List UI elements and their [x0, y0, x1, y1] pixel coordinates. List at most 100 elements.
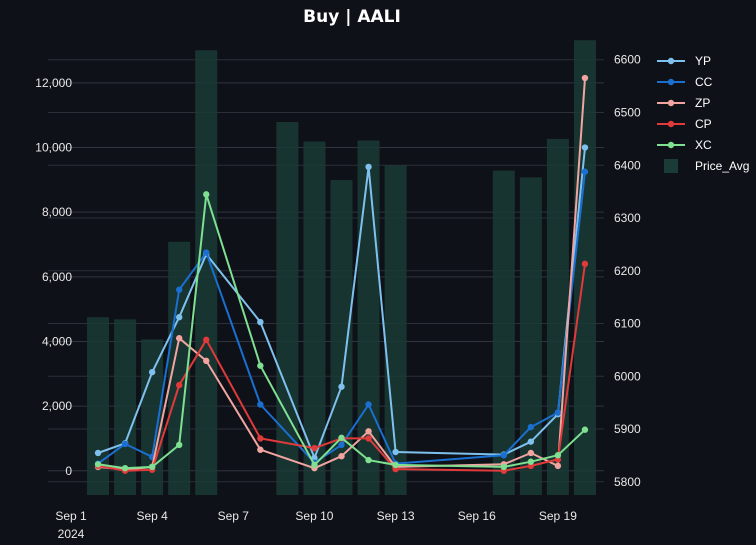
data-point-xc: [122, 465, 128, 471]
data-point-yp: [257, 319, 263, 325]
x-tick-label: Sep 10: [295, 509, 333, 523]
legend-item-cc[interactable]: CC: [657, 75, 713, 89]
data-point-cp: [203, 337, 209, 343]
data-point-cc: [365, 401, 371, 407]
price-avg-bar: [547, 139, 569, 495]
data-point-xc: [338, 435, 344, 441]
y-left-tick-label: 4,000: [42, 334, 72, 348]
legend[interactable]: YP CC ZP CP XC Price_Avg: [657, 54, 749, 173]
data-point-cp: [311, 445, 317, 451]
data-point-cc: [501, 452, 507, 458]
data-point-xc: [95, 461, 101, 467]
legend-item-zp[interactable]: ZP: [657, 96, 710, 110]
data-point-cp: [582, 261, 588, 267]
legend-label: XC: [695, 138, 712, 152]
data-point-xc: [582, 427, 588, 433]
data-point-xc: [176, 442, 182, 448]
data-point-xc: [501, 464, 507, 470]
data-point-yp: [392, 449, 398, 455]
data-point-cc: [176, 287, 182, 293]
data-point-yp: [582, 144, 588, 150]
data-point-cc: [528, 424, 534, 430]
data-point-xc: [365, 457, 371, 463]
x-tick-label: Sep 13: [377, 509, 415, 523]
y-left-tick-label: 8,000: [42, 205, 72, 219]
x-tick-label: Sep 1: [55, 509, 87, 523]
legend-label: CC: [695, 75, 713, 89]
x-tick-label: Sep 16: [458, 509, 496, 523]
y-left-tick-label: 2,000: [42, 399, 72, 413]
y-axis-left: 0 2,000 4,000 6,000 8,000 10,000 12,000: [35, 76, 72, 478]
data-point-xc: [257, 363, 263, 369]
legend-label: Price_Avg: [695, 159, 749, 173]
legend-label: YP: [695, 54, 711, 68]
x-tick-sublabel: 2024: [58, 527, 85, 541]
y-left-tick-label: 6,000: [42, 270, 72, 284]
data-point-xc: [149, 464, 155, 470]
data-point-xc: [555, 452, 561, 458]
y-right-tick-label: 6200: [614, 264, 641, 278]
data-point-yp: [528, 438, 534, 444]
data-point-zp: [582, 75, 588, 81]
data-point-xc: [392, 462, 398, 468]
legend-item-price-avg[interactable]: Price_Avg: [664, 159, 749, 173]
data-point-yp: [95, 450, 101, 456]
data-point-zp: [338, 453, 344, 459]
y-left-tick-label: 0: [65, 464, 72, 478]
legend-item-yp[interactable]: YP: [657, 54, 711, 68]
legend-item-cp[interactable]: CP: [657, 117, 712, 131]
y-right-tick-label: 6100: [614, 317, 641, 331]
x-tick-label: Sep 7: [218, 509, 250, 523]
price-avg-bar: [520, 177, 542, 495]
data-point-yp: [149, 369, 155, 375]
data-point-zp: [555, 463, 561, 469]
data-point-cc: [122, 441, 128, 447]
legend-swatch-marker: [668, 100, 674, 106]
data-point-yp: [338, 384, 344, 390]
data-point-cc: [338, 442, 344, 448]
data-point-cp: [257, 435, 263, 441]
y-axis-right: 5800 5900 6000 6100 6200 6300 6400 6500 6600: [614, 53, 641, 489]
data-point-cc: [555, 409, 561, 415]
x-axis: Sep 1 2024 Sep 4 Sep 7 Sep 10 Sep 13 Sep 16 Sep…: [55, 509, 577, 541]
data-point-zp: [176, 335, 182, 341]
y-right-tick-label: 5800: [614, 475, 641, 489]
x-tick-label: Sep 4: [136, 509, 168, 523]
data-point-zp: [365, 428, 371, 434]
data-point-xc: [528, 459, 534, 465]
y-right-tick-label: 6600: [614, 53, 641, 67]
chart-title: Buy | AALI: [303, 7, 401, 27]
data-point-cp: [365, 435, 371, 441]
y-left-tick-label: 12,000: [35, 76, 72, 90]
price-avg-bar: [276, 122, 298, 495]
data-point-yp: [176, 314, 182, 320]
legend-item-xc[interactable]: XC: [657, 138, 712, 152]
legend-swatch-marker: [668, 79, 674, 85]
bars: [87, 40, 596, 495]
legend-swatch-marker: [668, 58, 674, 64]
price-avg-bar: [303, 142, 325, 495]
y-right-tick-label: 6500: [614, 106, 641, 120]
x-tick-label: Sep 19: [539, 509, 577, 523]
y-right-tick-label: 6300: [614, 211, 641, 225]
data-point-cc: [203, 249, 209, 255]
data-point-xc: [203, 191, 209, 197]
y-right-tick-label: 6400: [614, 158, 641, 172]
data-point-yp: [365, 164, 371, 170]
data-point-zp: [257, 447, 263, 453]
y-left-tick-label: 10,000: [35, 141, 72, 155]
y-right-tick-label: 6000: [614, 369, 641, 383]
data-point-xc: [311, 462, 317, 468]
legend-label: ZP: [695, 96, 710, 110]
legend-swatch-marker: [668, 121, 674, 127]
legend-swatch-marker: [668, 142, 674, 148]
data-point-cp: [176, 382, 182, 388]
data-point-cc: [582, 169, 588, 175]
data-point-zp: [203, 358, 209, 364]
data-point-zp: [528, 450, 534, 456]
data-point-cc: [257, 401, 263, 407]
legend-swatch-bar: [664, 159, 678, 173]
legend-label: CP: [695, 117, 712, 131]
y-right-tick-label: 5900: [614, 422, 641, 436]
